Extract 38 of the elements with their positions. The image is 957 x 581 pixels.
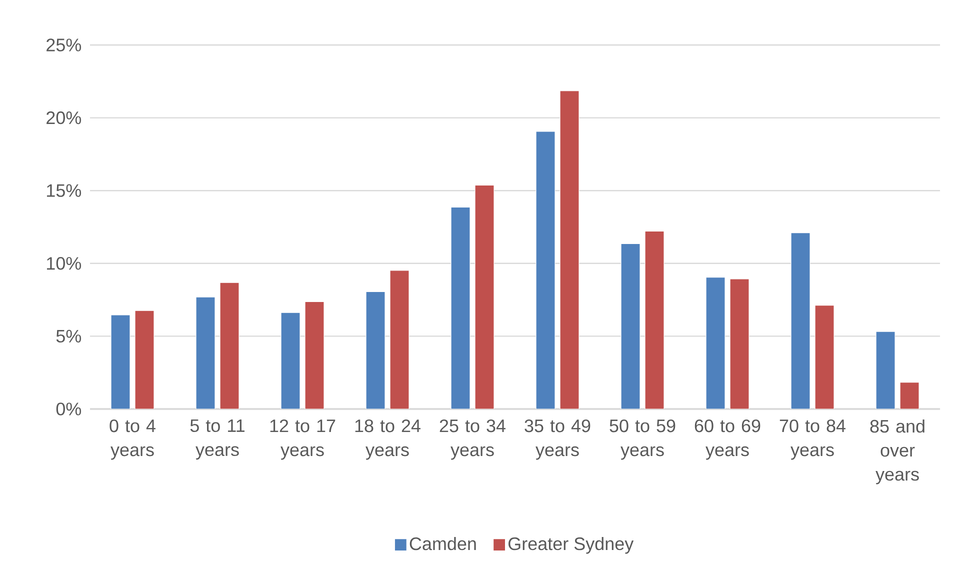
bar xyxy=(366,291,386,409)
x-tick-label: 85 and over years xyxy=(870,419,924,484)
bar xyxy=(280,312,300,409)
bar xyxy=(900,382,920,409)
x-tick-label: 35 to 49 years xyxy=(524,419,590,460)
bar xyxy=(450,206,470,409)
legend-label: Camden xyxy=(410,536,476,550)
x-tick-label: 60 to 69 years xyxy=(694,419,760,460)
bar xyxy=(814,305,834,409)
y-tick-label: 0% xyxy=(56,402,82,416)
bar xyxy=(790,232,810,409)
bar xyxy=(730,278,750,409)
legend-label: Greater Sydney xyxy=(508,536,634,554)
bar xyxy=(304,301,324,409)
x-tick-label: 5 to 11 years xyxy=(190,419,244,460)
bar xyxy=(560,90,580,409)
y-tick-label: 10% xyxy=(47,257,82,270)
x-tick-label: 12 to 17 years xyxy=(270,419,336,460)
x-tick-label: 0 to 4 years xyxy=(110,419,156,460)
bar xyxy=(390,270,410,409)
bar xyxy=(220,282,240,409)
x-tick-label: 70 to 84 years xyxy=(780,419,846,460)
bar xyxy=(536,131,556,409)
bar xyxy=(196,296,216,409)
x-tick-label: 25 to 34 years xyxy=(440,419,506,460)
bar xyxy=(706,277,726,409)
y-tick-label: 25% xyxy=(46,38,82,52)
y-tick-label: 15% xyxy=(47,184,82,197)
bar xyxy=(134,310,154,409)
bar xyxy=(474,184,494,409)
y-tick-label: 20% xyxy=(46,111,82,124)
x-tick-label: 50 to 59 years xyxy=(610,419,676,460)
x-tick-label: 18 to 24 years xyxy=(355,419,420,460)
bar xyxy=(876,331,896,409)
bar xyxy=(620,243,640,409)
bar xyxy=(110,314,130,409)
bar xyxy=(644,230,664,409)
y-tick-label: 5% xyxy=(56,330,82,343)
